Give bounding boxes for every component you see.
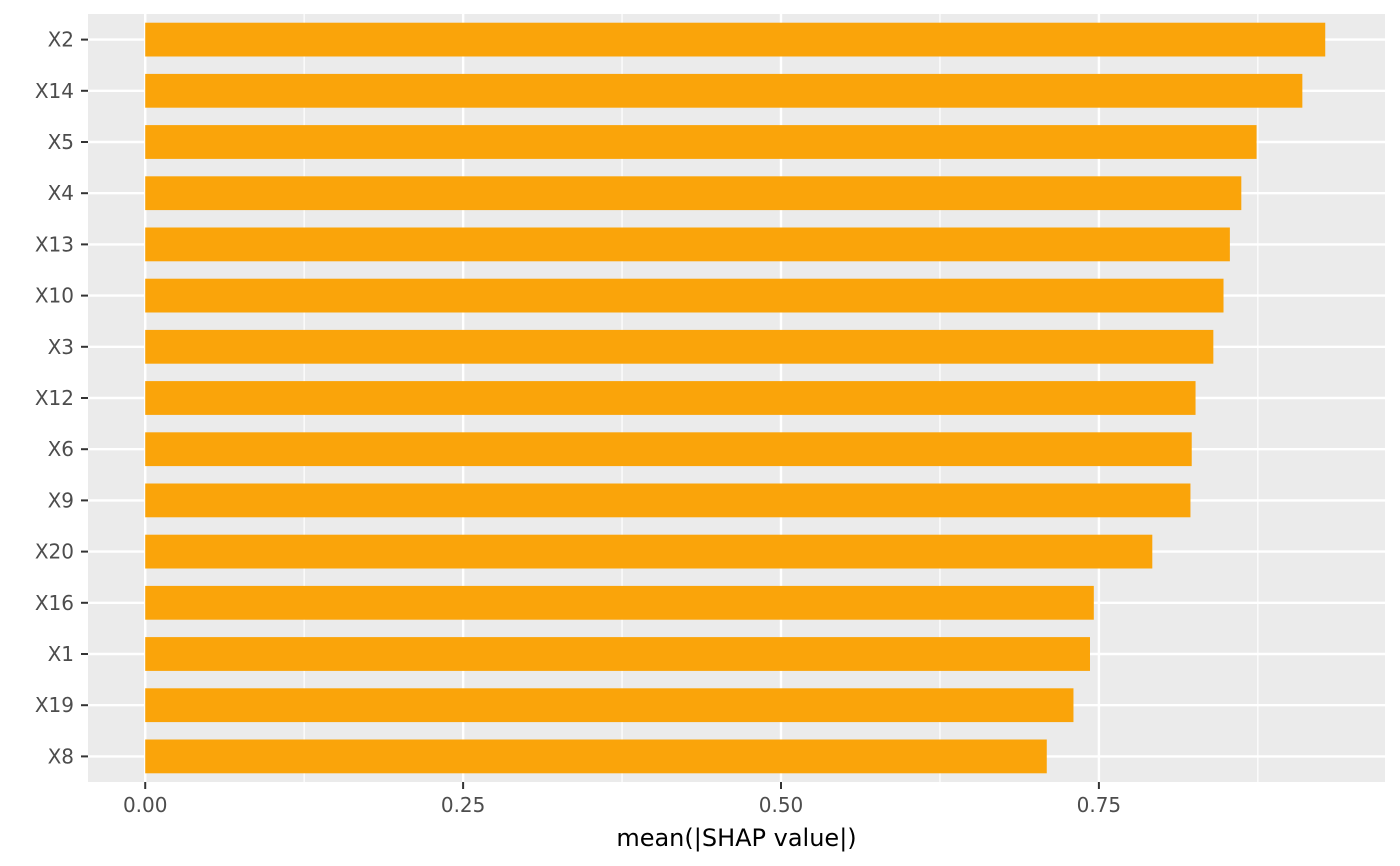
y-tick-label: X6 bbox=[48, 437, 74, 461]
bar-x6 bbox=[145, 432, 1192, 467]
bar-x1 bbox=[145, 637, 1090, 671]
x-axis-title: mean(|SHAP value|) bbox=[616, 824, 856, 852]
y-tick-label: X13 bbox=[35, 232, 74, 256]
bar-x10 bbox=[145, 278, 1224, 313]
y-tick-label: X2 bbox=[48, 28, 74, 52]
y-tick-label: X3 bbox=[48, 335, 74, 359]
y-tick-label: X14 bbox=[35, 79, 74, 103]
x-tick-label: 0.00 bbox=[123, 793, 168, 817]
y-tick-label: X8 bbox=[48, 744, 74, 768]
y-tick-label: X12 bbox=[35, 386, 74, 410]
x-tick-label: 0.75 bbox=[1077, 793, 1122, 817]
bar-x9 bbox=[145, 483, 1191, 518]
bar-x16 bbox=[145, 585, 1094, 620]
bar-x2 bbox=[145, 22, 1326, 57]
y-tick-label: X10 bbox=[35, 284, 74, 308]
bar-x4 bbox=[145, 176, 1242, 211]
y-tick-label: X5 bbox=[48, 130, 74, 154]
y-tick-label: X20 bbox=[35, 540, 74, 564]
x-tick-label: 0.25 bbox=[441, 793, 486, 817]
y-tick-label: X16 bbox=[35, 591, 74, 615]
bars bbox=[145, 22, 1326, 774]
x-axis: 0.00 0.25 0.50 0.75 bbox=[123, 782, 1121, 817]
bar-x8 bbox=[145, 739, 1047, 774]
bar-x14 bbox=[145, 73, 1303, 108]
y-tick-label: X9 bbox=[48, 488, 74, 512]
y-axis: X2 X14 X5 X4 X13 X10 X3 X12 X6 X9 X20 X16 X1 X19 X8 bbox=[35, 28, 88, 768]
bar-x19 bbox=[145, 688, 1074, 723]
bar-x5 bbox=[145, 125, 1257, 159]
bar-x13 bbox=[145, 227, 1230, 262]
bar-x12 bbox=[145, 381, 1196, 415]
y-tick-label: X4 bbox=[48, 181, 74, 205]
y-tick-label: X1 bbox=[48, 642, 74, 666]
bar-x3 bbox=[145, 329, 1214, 364]
y-tick-label: X19 bbox=[35, 693, 74, 717]
bar-x20 bbox=[145, 534, 1153, 569]
x-tick-label: 0.50 bbox=[759, 793, 804, 817]
